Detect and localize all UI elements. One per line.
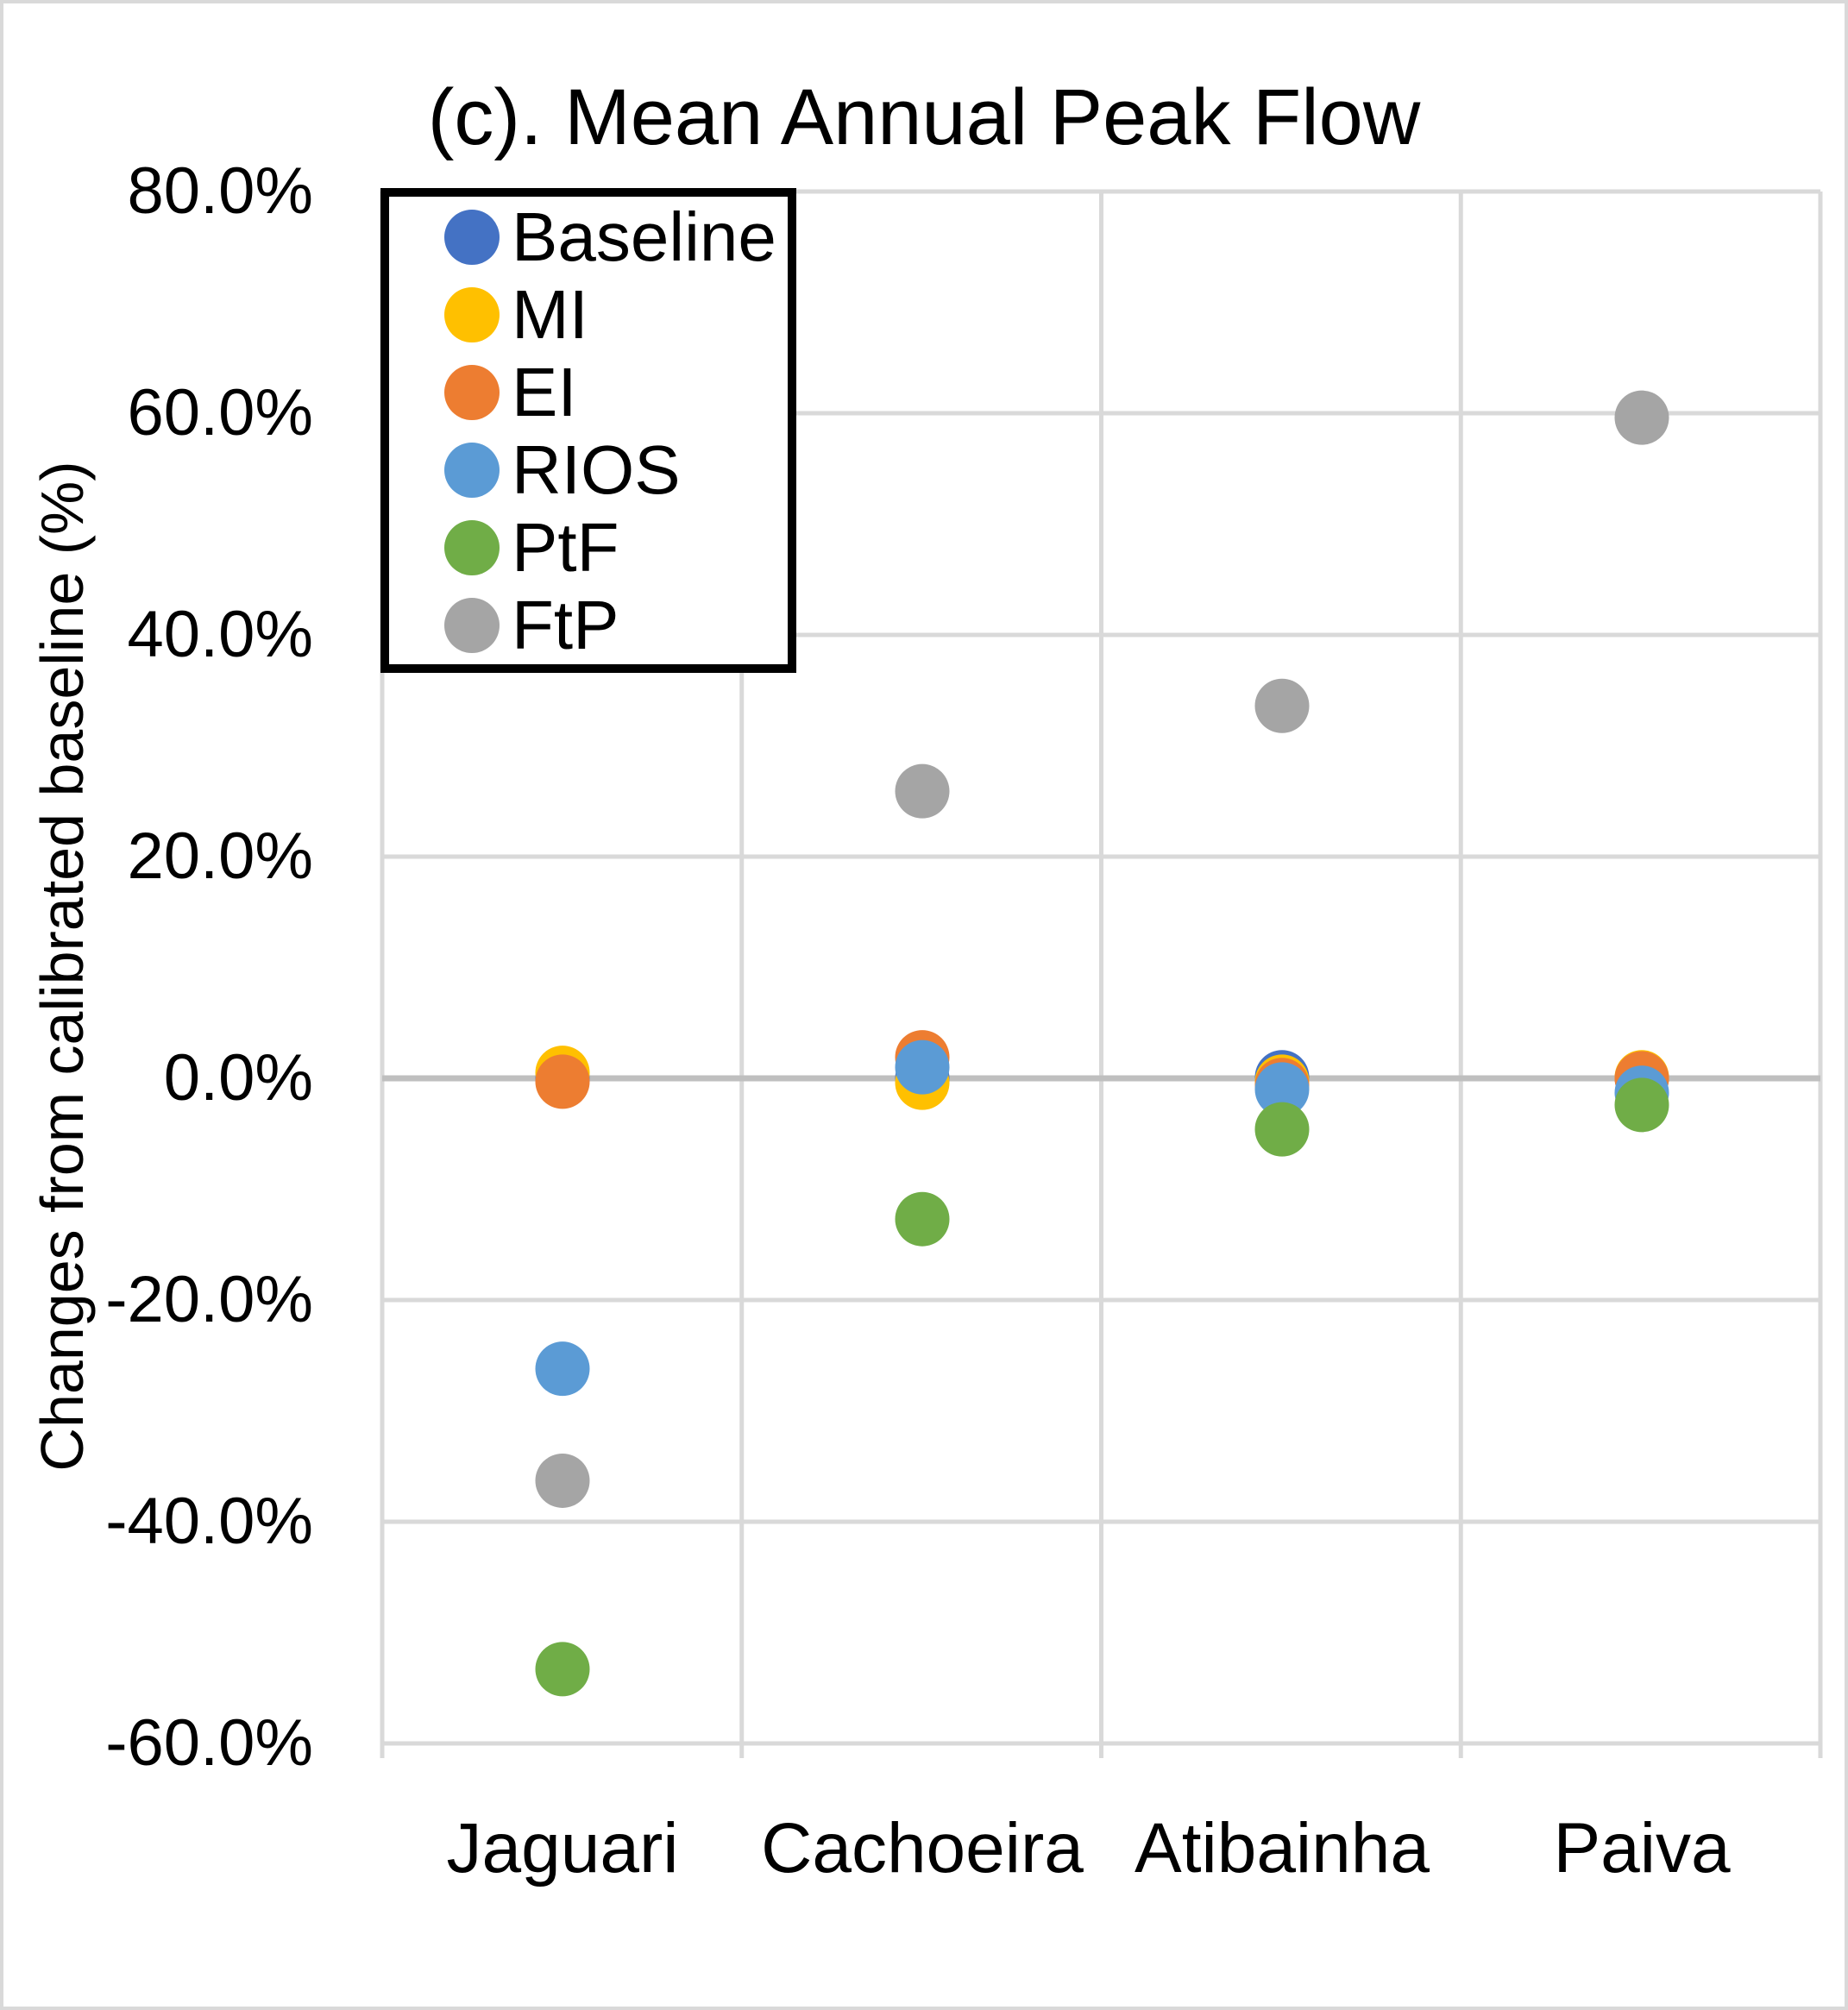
point-cachoeira-rios	[895, 1040, 950, 1095]
point-cachoeira-ptf	[895, 1191, 950, 1247]
point-paiva-ptf	[1614, 1077, 1669, 1133]
point-atibainha-rios	[1254, 1062, 1310, 1117]
legend-label-baseline: Baseline	[512, 198, 776, 275]
legend-label-ptf: PtF	[512, 509, 619, 586]
point-jaguari-rios	[535, 1341, 590, 1397]
legend-label-rios: RIOS	[512, 431, 681, 508]
legend-label-mi: MI	[512, 276, 588, 353]
point-jaguari-ei	[535, 1054, 590, 1109]
legend-item-ptf: PtF	[444, 509, 788, 587]
x-category-label-atibainha: Atibainha	[1135, 1809, 1430, 1888]
legend-label-ftp: FtP	[512, 587, 619, 663]
legend-item-ftp: FtP	[444, 587, 788, 664]
legend: Baseline MI EI RIOS PtF FtP	[380, 188, 796, 673]
legend-swatch-baseline-icon	[444, 210, 500, 265]
y-tick-label--20: -20.0%	[105, 1263, 313, 1336]
legend-swatch-ftp-icon	[444, 598, 500, 653]
y-axis-title: Changes from calibrated baseline (%)	[28, 461, 96, 1472]
y-tick-label-20: 20.0%	[127, 820, 314, 893]
point-cachoeira-ftp	[895, 763, 950, 819]
legend-label-ei: EI	[512, 354, 577, 430]
point-jaguari-ptf	[535, 1642, 590, 1697]
y-tick-label-40: 40.0%	[127, 598, 314, 671]
point-atibainha-ftp	[1254, 678, 1310, 733]
y-tick-label--60: -60.0%	[105, 1706, 313, 1780]
point-jaguari-ftp	[535, 1453, 590, 1508]
y-tick-label--40: -40.0%	[105, 1485, 313, 1558]
x-category-label-cachoeira: Cachoeira	[761, 1809, 1084, 1888]
legend-swatch-rios-icon	[444, 443, 500, 498]
legend-item-mi: MI	[444, 276, 788, 354]
legend-swatch-ei-icon	[444, 365, 500, 420]
y-tick-label-60: 60.0%	[127, 376, 314, 449]
chart-title: (c). Mean Annual Peak Flow	[427, 73, 1421, 161]
legend-swatch-ptf-icon	[444, 520, 500, 575]
legend-swatch-mi-icon	[444, 287, 500, 342]
point-atibainha-ptf	[1254, 1102, 1310, 1157]
point-paiva-ftp	[1614, 390, 1669, 445]
y-tick-label-0: 0.0%	[163, 1041, 313, 1115]
legend-item-baseline: Baseline	[444, 198, 788, 276]
x-category-label-jaguari: Jaguari	[446, 1809, 679, 1888]
x-category-label-paiva: Paiva	[1553, 1809, 1731, 1888]
legend-item-rios: RIOS	[444, 431, 788, 509]
y-tick-label-80: 80.0%	[127, 154, 314, 228]
legend-item-ei: EI	[444, 354, 788, 431]
